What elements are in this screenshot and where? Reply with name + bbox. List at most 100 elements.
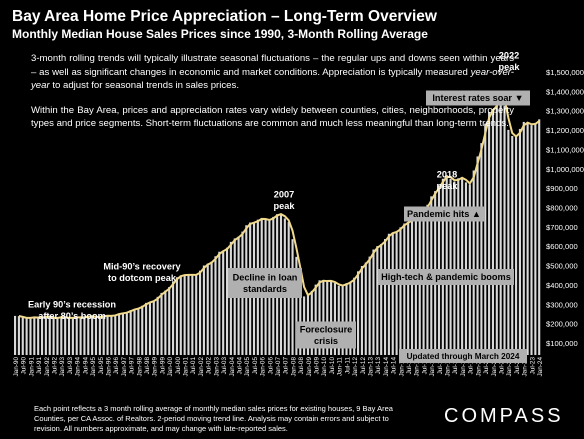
y-tick-label: $700,000: [546, 223, 578, 232]
x-tick-label: Jul-21: [498, 357, 505, 375]
x-tick-label: Jul-04: [236, 357, 243, 375]
y-tick-label: $1,000,000: [546, 165, 584, 174]
x-tick-label: Jan-02: [198, 357, 205, 377]
x-tick-label: Jul-23: [529, 357, 536, 375]
annotation: Early 90’s recession after 80’s boom: [28, 299, 116, 321]
x-tick-label: Jan-98: [136, 357, 143, 377]
price-bar: [52, 318, 55, 355]
price-bar: [83, 317, 86, 355]
x-tick-label: Jul-06: [267, 357, 274, 375]
annotation-box: [404, 206, 484, 222]
y-tick-label: $1,200,000: [546, 126, 584, 135]
x-tick-label: Jul-02: [206, 357, 213, 375]
price-bar: [399, 227, 402, 355]
price-bar: [526, 123, 529, 355]
price-bar: [125, 312, 128, 355]
y-tick-label: $400,000: [546, 281, 578, 290]
x-tick-label: Jul-19: [468, 357, 475, 375]
price-bar: [353, 277, 356, 355]
price-bar: [64, 317, 67, 355]
x-tick-label: Jan-18: [445, 357, 452, 377]
x-tick-label: Jul-14: [391, 357, 398, 375]
x-tick-label: Jul-13: [375, 357, 382, 375]
annotation-text: 2018: [437, 169, 457, 179]
price-bar: [395, 231, 398, 355]
x-tick-label: Jul-94: [82, 357, 89, 375]
price-bar: [137, 308, 140, 355]
x-tick-label: Jul-15: [406, 357, 413, 375]
price-bar: [410, 218, 414, 355]
price-bar: [349, 281, 352, 355]
price-bar: [360, 265, 363, 355]
annotation-text: Pandemic hits ▲: [407, 209, 481, 219]
y-tick-label: $500,000: [546, 262, 578, 271]
price-bar: [56, 317, 59, 355]
price-bar: [507, 129, 510, 355]
x-tick-label: Jan-96: [105, 357, 112, 377]
price-bar: [491, 108, 495, 355]
x-tick-label: Jul-10: [329, 357, 336, 375]
price-bar: [91, 316, 94, 355]
x-tick-label: Jul-11: [344, 357, 351, 374]
footnote: Each point reflects a 3 month rolling av…: [34, 404, 393, 433]
price-bar: [326, 280, 329, 355]
y-tick-label: $300,000: [546, 300, 578, 309]
annotation-box: [426, 90, 530, 106]
annotation: 2007 peak: [274, 189, 296, 211]
x-tick-label: Jul-22: [514, 357, 521, 375]
price-bar: [114, 314, 117, 355]
x-tick-label: Jul-18: [452, 357, 459, 375]
y-tick-label: $800,000: [546, 204, 578, 213]
price-bar: [295, 256, 298, 355]
price-bar: [441, 178, 444, 355]
price-bar: [94, 317, 98, 355]
x-tick-label: Jan-94: [75, 357, 82, 377]
price-bar: [218, 251, 221, 355]
x-tick-label: Jan-00: [167, 357, 174, 377]
price-bar: [202, 265, 205, 355]
price-bar: [376, 246, 379, 355]
x-tick-label: Jan-21: [491, 357, 498, 377]
price-bar: [488, 111, 491, 356]
price-bar: [106, 315, 109, 355]
price-bar: [534, 122, 537, 355]
annotation-box: [296, 321, 356, 349]
page-subtitle: Monthly Median House Sales Prices since …: [12, 27, 428, 41]
price-bar: [522, 121, 525, 356]
price-bar: [187, 274, 190, 355]
x-tick-label: Jan-17: [429, 357, 436, 377]
x-tick-label: Jan-93: [59, 357, 66, 377]
y-axis-labels: $100,000 $200,000 $300,000 $400,000 $500,000…: [546, 68, 584, 348]
price-bar: [14, 315, 17, 355]
annotation-text: peak: [437, 181, 459, 191]
x-tick-label: Jan-24: [537, 357, 544, 377]
y-tick-label: $200,000: [546, 320, 578, 329]
price-bar: [29, 317, 32, 355]
annotation: 2018 peak: [437, 169, 459, 191]
y-tick-label: $1,500,000: [546, 68, 584, 77]
annotation: Decline in loan standards: [228, 268, 302, 298]
x-tick-label: Jan-99: [152, 357, 159, 377]
annotation-text: 2022: [499, 50, 519, 60]
x-tick-label: Jul-05: [252, 357, 259, 375]
price-bar: [222, 250, 225, 355]
price-bar: [457, 178, 460, 355]
price-bar: [102, 315, 105, 355]
price-bar: [141, 305, 144, 355]
price-bar: [364, 262, 367, 355]
x-tick-label: Jul-99: [159, 357, 166, 375]
price-bar: [183, 274, 186, 355]
price-bar: [407, 222, 410, 355]
price-bar: [380, 244, 383, 355]
price-bar: [503, 105, 506, 355]
price-bar: [322, 281, 325, 355]
price-bar: [299, 277, 302, 355]
price-bar: [17, 316, 20, 355]
price-bar: [118, 313, 121, 355]
annotation-text: Mid-90’s recovery: [103, 261, 181, 271]
y-tick-label: $1,100,000: [546, 145, 584, 154]
y-tick-label: $1,400,000: [546, 87, 584, 96]
annotation-text: Interest rates soar ▼: [432, 93, 523, 103]
x-tick-label: Jan-07: [275, 357, 282, 377]
